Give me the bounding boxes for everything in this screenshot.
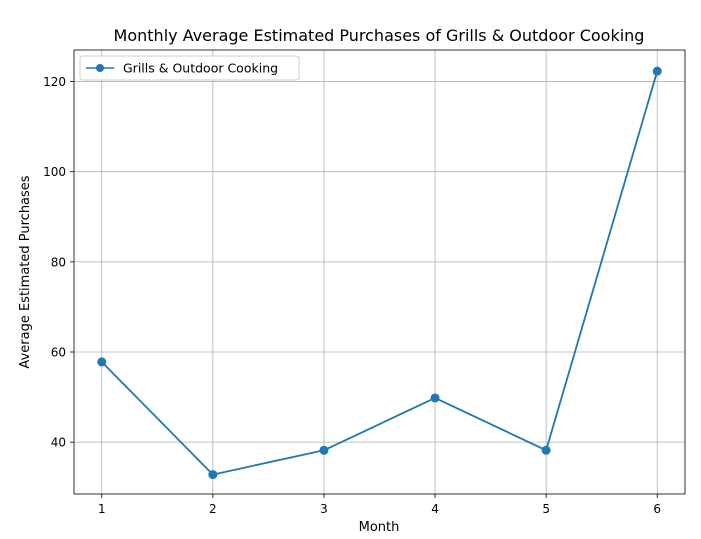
legend-marker-swatch (96, 64, 104, 72)
x-tick-label: 6 (653, 502, 661, 516)
data-point (97, 357, 107, 367)
x-tick-label: 4 (431, 502, 439, 516)
x-tick-label: 1 (98, 502, 106, 516)
chart-title: Monthly Average Estimated Purchases of G… (114, 26, 645, 45)
legend-label: Grills & Outdoor Cooking (123, 61, 278, 76)
x-axis-label: Month (359, 520, 400, 535)
series-layer (97, 66, 662, 480)
data-point (652, 66, 662, 76)
y-axis-label: Average Estimated Purchases (18, 175, 33, 368)
y-tick-label: 100 (43, 165, 66, 179)
y-tick-label: 80 (51, 255, 66, 269)
data-point (208, 470, 218, 480)
y-tick-label: 60 (51, 346, 66, 360)
axis-ticks: 1 2 3 4 5 6 40 60 80 100 120 (43, 75, 661, 516)
legend: Grills & Outdoor Cooking (79, 55, 300, 81)
x-tick-label: 2 (209, 502, 217, 516)
x-tick-label: 3 (320, 502, 328, 516)
data-point (541, 445, 551, 455)
data-point (319, 445, 329, 455)
x-tick-label: 5 (542, 502, 550, 516)
data-point (430, 393, 440, 403)
plot-area-frame (73, 49, 686, 495)
series-line (100, 70, 659, 476)
legend-box (79, 55, 300, 81)
y-tick-label: 40 (51, 436, 66, 450)
grid (74, 50, 685, 494)
y-tick-label: 120 (43, 75, 66, 89)
